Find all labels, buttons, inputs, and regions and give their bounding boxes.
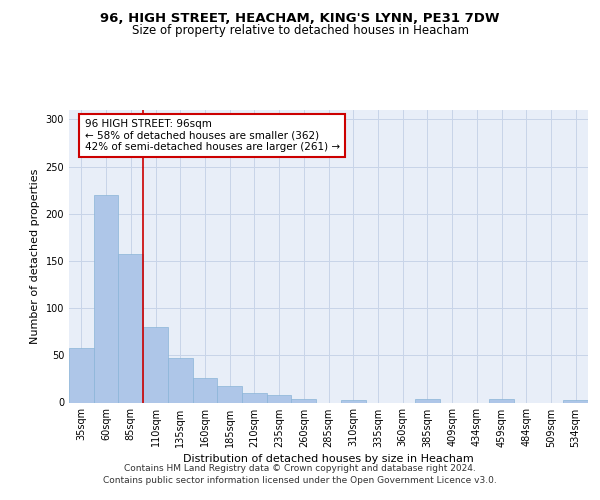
- Bar: [242, 393, 267, 402]
- Text: 96 HIGH STREET: 96sqm
← 58% of detached houses are smaller (362)
42% of semi-det: 96 HIGH STREET: 96sqm ← 58% of detached …: [85, 119, 340, 152]
- Bar: [69, 348, 94, 403]
- Bar: [217, 386, 242, 402]
- Text: Contains public sector information licensed under the Open Government Licence v3: Contains public sector information licen…: [103, 476, 497, 485]
- Bar: [267, 395, 292, 402]
- Bar: [563, 400, 588, 402]
- Text: Contains HM Land Registry data © Crown copyright and database right 2024.: Contains HM Land Registry data © Crown c…: [124, 464, 476, 473]
- Bar: [415, 398, 440, 402]
- Bar: [341, 400, 365, 402]
- X-axis label: Distribution of detached houses by size in Heacham: Distribution of detached houses by size …: [183, 454, 474, 464]
- Bar: [168, 358, 193, 403]
- Bar: [143, 327, 168, 402]
- Bar: [193, 378, 217, 402]
- Text: 96, HIGH STREET, HEACHAM, KING'S LYNN, PE31 7DW: 96, HIGH STREET, HEACHAM, KING'S LYNN, P…: [100, 12, 500, 26]
- Text: Size of property relative to detached houses in Heacham: Size of property relative to detached ho…: [131, 24, 469, 37]
- Bar: [118, 254, 143, 402]
- Bar: [489, 398, 514, 402]
- Bar: [292, 398, 316, 402]
- Bar: [94, 195, 118, 402]
- Y-axis label: Number of detached properties: Number of detached properties: [30, 168, 40, 344]
